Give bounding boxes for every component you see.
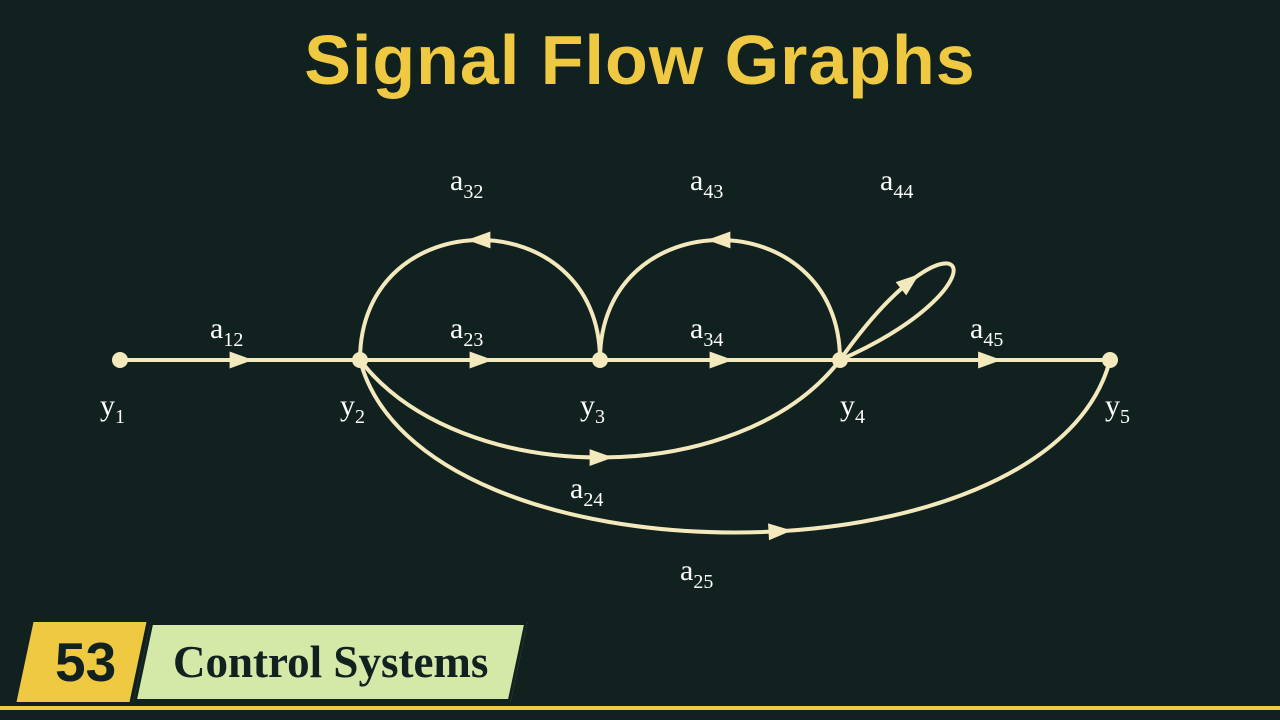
arrowhead-icon: [768, 522, 792, 540]
edge-label-a43: a43: [690, 164, 723, 203]
signal-flow-diagram: a12 a23 a34 a45 a32 a43 a44 a24 a25 y1 y2 y3 y4 y5: [0, 120, 1280, 600]
node-label-y1: y1: [100, 389, 125, 428]
edge-label-a25: a25: [680, 554, 713, 593]
diagram-svg: a12 a23 a34 a45 a32 a43 a44 a24 a25 y1 y2 y3 y4 y5: [0, 120, 1280, 600]
arrowhead-icon: [978, 352, 1001, 369]
node-label-y3: y3: [580, 389, 605, 428]
edge-label-a12: a12: [210, 312, 243, 351]
lecture-number: 53: [55, 630, 116, 694]
edge-label-a44: a44: [880, 164, 913, 203]
lecture-number-badge: 53: [16, 622, 146, 702]
arrowhead-icon: [590, 449, 613, 466]
node-label-y2: y2: [340, 389, 365, 428]
edge-a44: [840, 263, 954, 360]
node-y5: [1102, 352, 1118, 368]
edge-label-a34: a34: [690, 312, 723, 351]
node-y4: [832, 352, 848, 368]
node-y2: [352, 352, 368, 368]
edge-a25: [360, 360, 1110, 533]
arrowhead-icon: [467, 232, 490, 249]
arrowhead-icon: [707, 232, 730, 249]
node-y1: [112, 352, 128, 368]
page-title: Signal Flow Graphs: [0, 20, 1280, 100]
edge-label-a23: a23: [450, 312, 483, 351]
bottom-rule: [0, 706, 1280, 710]
arrowhead-icon: [470, 352, 493, 369]
course-name: Control Systems: [173, 636, 488, 688]
arrowhead-icon: [710, 352, 733, 369]
arrowhead-icon: [230, 352, 253, 369]
node-y3: [592, 352, 608, 368]
edge-label-a24: a24: [570, 472, 603, 511]
course-name-badge: Control Systems: [134, 622, 528, 702]
footer-banner: 53 Control Systems: [25, 622, 520, 702]
edge-label-a32: a32: [450, 164, 483, 203]
node-label-y5: y5: [1105, 389, 1130, 428]
node-label-y4: y4: [840, 389, 865, 428]
edge-label-a45: a45: [970, 312, 1003, 351]
